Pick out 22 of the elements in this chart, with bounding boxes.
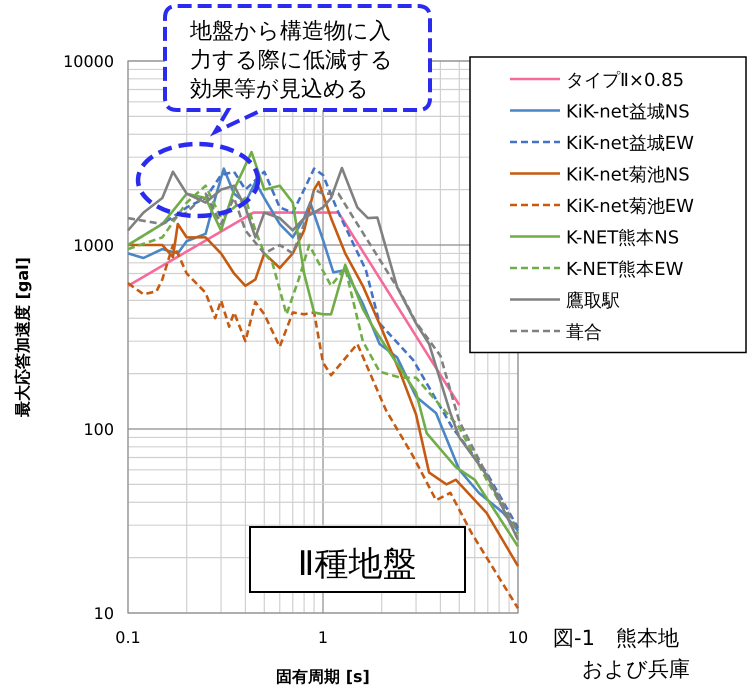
- annotation: 地盤から構造物に入力する際に低減する効果等が見込める: [189, 19, 393, 102]
- x-axis-title: 固有周期 [s]: [276, 667, 370, 686]
- y-tick-label: 1000: [73, 236, 114, 255]
- legend-label: KiK-net益城NS: [566, 102, 690, 122]
- annotation: Ⅱ種地盤: [298, 544, 416, 584]
- x-tick-label: 1: [318, 628, 328, 647]
- x-tick-label: 10: [508, 628, 528, 647]
- text: 図-1 熊本地: [553, 626, 679, 650]
- legend-label: タイプⅡ×0.85: [566, 70, 684, 91]
- legend-label: K-NET熊本NS: [566, 228, 680, 248]
- legend-label: 鷹取駅: [566, 290, 620, 312]
- legend-label: 葺合: [566, 322, 602, 343]
- legend-label: KiK-net菊池EW: [566, 196, 694, 217]
- x-tick-label: 0.1: [115, 628, 141, 647]
- legend-label: K-NET熊本EW: [566, 259, 684, 280]
- legend-label: KiK-net菊池NS: [566, 164, 690, 186]
- y-tick-label: 100: [83, 420, 114, 439]
- y-tick-label: 10000: [63, 52, 114, 71]
- legend-label: KiK-net益城EW: [566, 133, 694, 154]
- y-axis-title: 最大応答加速度 [gal]: [13, 257, 32, 418]
- y-tick-label: 10: [94, 604, 114, 623]
- text: および兵庫: [582, 657, 690, 681]
